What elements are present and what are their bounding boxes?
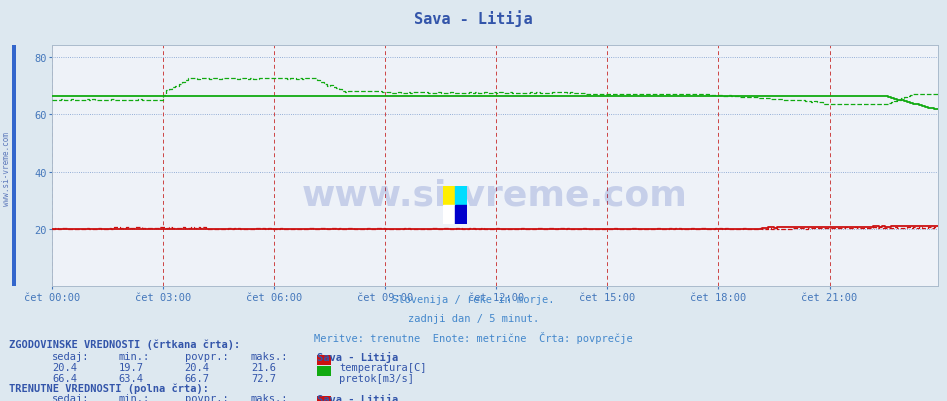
- Text: sedaj:: sedaj:: [52, 393, 90, 401]
- Text: 19.7: 19.7: [118, 362, 143, 372]
- Text: pretok[m3/s]: pretok[m3/s]: [339, 373, 414, 383]
- Bar: [456, 186, 467, 205]
- Text: zadnji dan / 5 minut.: zadnji dan / 5 minut.: [408, 313, 539, 323]
- Text: temperatura[C]: temperatura[C]: [339, 362, 426, 372]
- Text: maks.:: maks.:: [251, 351, 289, 361]
- Text: ZGODOVINSKE VREDNOSTI (črtkana črta):: ZGODOVINSKE VREDNOSTI (črtkana črta):: [9, 339, 241, 349]
- Text: TRENUTNE VREDNOSTI (polna črta):: TRENUTNE VREDNOSTI (polna črta):: [9, 382, 209, 393]
- Bar: [443, 205, 456, 225]
- Text: Meritve: trenutne  Enote: metrične  Črta: povprečje: Meritve: trenutne Enote: metrične Črta: …: [314, 331, 633, 343]
- Text: 20.4: 20.4: [185, 362, 209, 372]
- Bar: [443, 186, 456, 205]
- Text: Sava - Litija: Sava - Litija: [317, 351, 399, 362]
- Text: 21.6: 21.6: [251, 362, 276, 372]
- Bar: [456, 205, 467, 225]
- Text: min.:: min.:: [118, 351, 150, 361]
- Text: maks.:: maks.:: [251, 393, 289, 401]
- Text: www.si-vreme.com: www.si-vreme.com: [302, 178, 688, 212]
- Text: sedaj:: sedaj:: [52, 351, 90, 361]
- Text: povpr.:: povpr.:: [185, 351, 228, 361]
- Text: Sava - Litija: Sava - Litija: [414, 10, 533, 27]
- Text: povpr.:: povpr.:: [185, 393, 228, 401]
- Text: 20.4: 20.4: [52, 362, 77, 372]
- Text: 72.7: 72.7: [251, 373, 276, 383]
- Text: 63.4: 63.4: [118, 373, 143, 383]
- Text: 66.4: 66.4: [52, 373, 77, 383]
- Text: min.:: min.:: [118, 393, 150, 401]
- Text: www.si-vreme.com: www.si-vreme.com: [2, 132, 11, 205]
- Text: Slovenija / reke in morje.: Slovenija / reke in morje.: [392, 295, 555, 305]
- Text: Sava - Litija: Sava - Litija: [317, 393, 399, 401]
- Text: 66.7: 66.7: [185, 373, 209, 383]
